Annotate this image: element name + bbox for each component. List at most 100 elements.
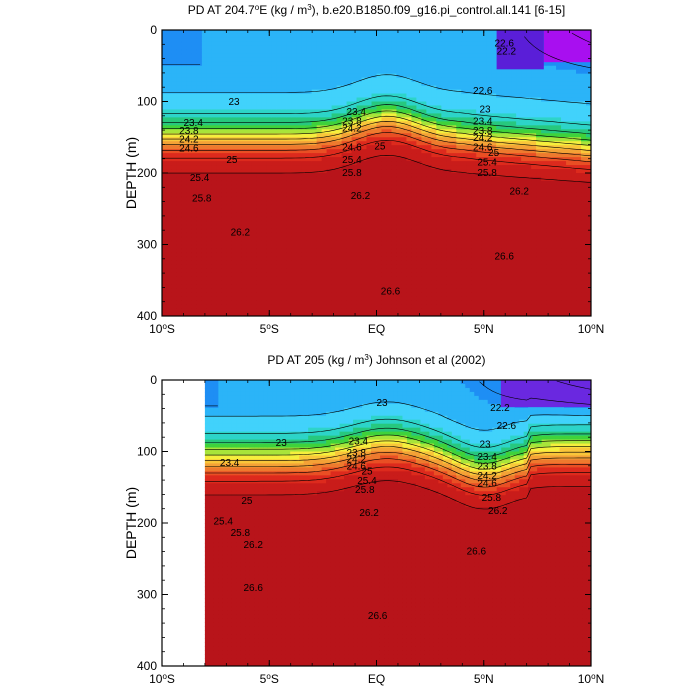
contour-cell <box>296 196 303 202</box>
contour-cell <box>331 276 338 281</box>
contour-cell <box>356 41 363 47</box>
contour-cell <box>436 105 442 111</box>
contour-cell <box>321 173 328 178</box>
contour-cell <box>316 300 323 305</box>
contour-cell <box>181 141 188 146</box>
contour-cell <box>211 272 218 277</box>
contour-cell <box>356 312 363 316</box>
contour-cell <box>276 204 283 210</box>
contour-cell <box>162 93 168 99</box>
contour-cell <box>191 129 198 134</box>
contour-cell <box>206 244 213 250</box>
contour-cell <box>171 284 178 289</box>
contour-cell <box>291 196 298 202</box>
contour-cell <box>346 292 353 297</box>
contour-cell <box>246 260 253 265</box>
contour-cell <box>281 109 288 115</box>
contour-cell <box>386 85 393 91</box>
contour-cell <box>411 200 418 206</box>
contour-cell <box>476 280 482 285</box>
contour-cell <box>441 300 447 305</box>
contour-cell <box>341 264 348 269</box>
contour-cell <box>371 113 378 118</box>
contour-cell <box>356 30 363 35</box>
contour-cell <box>336 89 343 95</box>
contour-cell <box>466 252 472 258</box>
contour-cell <box>266 232 273 238</box>
contour-cell <box>171 304 178 309</box>
contour-cell <box>491 149 497 154</box>
contour-cell <box>171 256 178 261</box>
contour-cell <box>186 264 193 269</box>
contour-cell <box>436 304 442 309</box>
contour-cell <box>501 145 507 150</box>
contour-cell <box>386 248 393 254</box>
contour-cell <box>191 125 198 130</box>
contour-cell <box>406 81 413 87</box>
contour-cell <box>356 69 363 75</box>
contour-cell <box>326 308 333 313</box>
contour-cell <box>186 37 193 43</box>
contour-cell <box>471 264 477 269</box>
contour-cell <box>391 308 398 313</box>
contour-cell <box>226 85 233 91</box>
contour-cell <box>311 121 318 126</box>
contour-cell <box>306 296 313 301</box>
contour-cell <box>466 101 472 107</box>
contour-cell <box>162 220 168 226</box>
contour-cell <box>266 153 273 158</box>
contour-cell <box>381 61 388 67</box>
contour-cell <box>236 89 243 95</box>
contour-cell <box>201 296 208 301</box>
contour-cell <box>466 113 472 118</box>
contour-cell <box>206 157 213 162</box>
contour-cell <box>266 240 273 246</box>
contour-cell <box>491 176 497 182</box>
contour-cell <box>331 236 338 242</box>
contour-cell <box>236 73 243 79</box>
contour-cell <box>231 73 238 79</box>
contour-cell <box>201 105 208 111</box>
contour-cell <box>496 121 502 126</box>
contour-cell <box>466 256 472 261</box>
contour-cell <box>301 216 308 222</box>
contour-cell <box>261 228 268 234</box>
contour-cell <box>261 49 268 55</box>
contour-cell <box>291 216 298 222</box>
contour-cell <box>281 30 288 35</box>
contour-cell <box>266 65 273 71</box>
contour-cell <box>411 204 418 210</box>
contour-cell <box>451 81 457 87</box>
contour-cell <box>451 288 457 293</box>
contour-cell <box>396 117 403 122</box>
contour-cell <box>281 232 288 238</box>
contour-cell <box>356 268 363 273</box>
contour-cell <box>296 37 303 43</box>
contour-cell <box>376 204 383 210</box>
contour-cell <box>326 169 333 174</box>
contour-cell <box>306 220 313 226</box>
contour-cell <box>376 268 383 273</box>
contour-cell <box>181 220 188 226</box>
contour-cell <box>291 77 298 83</box>
contour-cell <box>256 30 263 35</box>
contour-cell <box>366 77 373 83</box>
contour-cell <box>331 220 338 226</box>
contour-cell <box>381 184 388 190</box>
contour-cell <box>366 157 373 162</box>
contour-cell <box>441 252 447 258</box>
contour-cell <box>481 220 487 226</box>
contour-cell <box>411 69 418 75</box>
contour-cell <box>376 121 383 126</box>
contour-cell <box>401 300 408 305</box>
contour-cell <box>206 252 213 258</box>
contour-cell <box>396 169 403 174</box>
contour-cell <box>476 192 482 198</box>
contour-cell <box>236 41 243 47</box>
contour-cell <box>421 57 427 63</box>
contour-cell <box>191 45 198 51</box>
contour-cell <box>451 65 457 71</box>
contour-cell <box>361 61 368 67</box>
contour-cell <box>331 161 338 166</box>
contour-cell <box>196 300 203 305</box>
